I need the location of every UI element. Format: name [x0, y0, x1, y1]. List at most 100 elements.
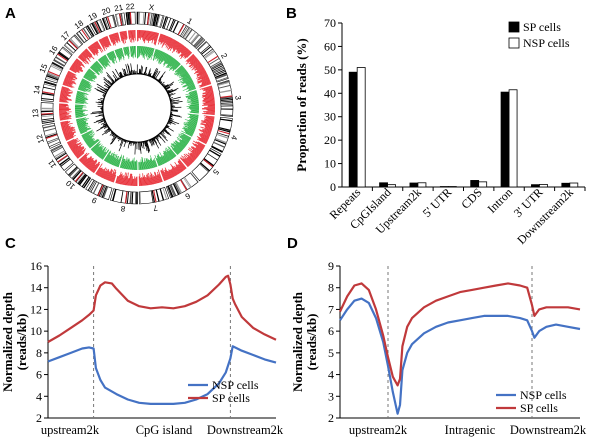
nsp-coverage-bar [100, 57, 108, 68]
difference-spike [146, 140, 151, 152]
nsp-coverage-bar [189, 92, 198, 96]
chromosome-band [201, 46, 212, 55]
sp-coverage-bar [138, 176, 140, 186]
sp-coverage-bar [128, 30, 130, 40]
difference-spike [100, 119, 106, 123]
sp-coverage-bar [187, 154, 195, 162]
nsp-coverage-bar [182, 81, 194, 87]
nsp-coverage-bar [163, 54, 170, 65]
sp-coverage-bar [59, 114, 67, 117]
nsp-coverage-bar [76, 94, 85, 98]
chromosome-band [43, 83, 56, 88]
nsp-coverage-bar [152, 160, 156, 168]
nsp-coverage-bar [180, 132, 192, 140]
chromosome-band [168, 19, 175, 31]
nsp-coverage-bar [187, 113, 199, 116]
nsp-coverage-bar [140, 46, 142, 54]
centromere-mark [220, 95, 233, 98]
nsp-coverage-bar [107, 155, 113, 164]
difference-spike [106, 75, 115, 84]
chromosome-band [172, 21, 179, 33]
difference-spike [90, 111, 104, 115]
nsp-coverage-bar [171, 143, 181, 153]
nsp-coverage-bar [147, 47, 151, 61]
sp-coverage-bar [202, 99, 215, 102]
legend-label: SP cells [520, 401, 558, 415]
chromosome-label: 9 [90, 195, 98, 205]
nsp-coverage-bar [190, 99, 199, 102]
difference-spike [142, 141, 145, 149]
sp-coverage-bar [60, 91, 70, 95]
sp-coverage-bar [174, 167, 179, 175]
sp-coverage-bar [202, 107, 215, 109]
nsp-coverage-bar [103, 55, 111, 67]
nsp-coverage-bar [75, 97, 88, 101]
nsp-coverage-bar [191, 110, 199, 112]
chromosome-band [151, 13, 155, 26]
nsp-coverage-bar [93, 63, 101, 71]
nsp-coverage-bar [189, 121, 198, 125]
bar-nsp [569, 182, 579, 188]
nsp-coverage-bar [169, 59, 176, 67]
nsp-coverage-bar [84, 73, 93, 80]
sp-coverage-bar [66, 138, 75, 144]
sp-coverage-bar [169, 169, 174, 178]
sp-coverage-bar [184, 158, 192, 165]
sp-coverage-bar [117, 174, 121, 184]
sp-coverage-bar [148, 172, 152, 185]
nsp-coverage-bar [176, 143, 184, 150]
nsp-coverage-bar [160, 53, 167, 64]
nsp-coverage-bar [161, 53, 168, 63]
difference-spike [96, 124, 108, 132]
sp-coverage-bar [197, 138, 207, 145]
sp-coverage-bar [203, 115, 215, 118]
difference-spike [119, 71, 123, 78]
difference-spike [102, 122, 107, 126]
nsp-coverage-bar [153, 159, 157, 168]
nsp-coverage-bar [188, 95, 198, 99]
sp-coverage-bar [160, 34, 164, 43]
sp-coverage-bar [205, 92, 214, 95]
sp-coverage-bar [153, 32, 158, 44]
sp-coverage-bar [204, 119, 214, 123]
nsp-coverage-bar [78, 88, 85, 92]
y-tick-label: 0 [330, 180, 336, 194]
sp-coverage-bar [60, 122, 70, 125]
sp-coverage-bar [192, 140, 205, 148]
sp-coverage-bar [62, 128, 74, 133]
sp-coverage-bar [61, 124, 70, 128]
sp-coverage-bar [156, 175, 160, 183]
nsp-coverage-bar [78, 125, 90, 131]
difference-spike [167, 89, 177, 95]
difference-spike [130, 141, 132, 147]
difference-spike [145, 72, 147, 76]
bar-nsp [447, 186, 457, 188]
difference-spike [163, 128, 167, 131]
difference-spike [96, 83, 109, 91]
sp-coverage-bar [203, 100, 215, 102]
sp-coverage-bar [203, 103, 215, 105]
nsp-coverage-bar [163, 150, 170, 162]
difference-spike [112, 75, 118, 81]
sp-coverage-bar [64, 79, 77, 85]
nsp-coverage-bar [149, 160, 153, 169]
chromosome-band [41, 118, 54, 121]
sp-coverage-bar [174, 165, 180, 174]
nsp-coverage-bar [85, 72, 96, 80]
sp-coverage-bar [89, 161, 98, 171]
sp-coverage-bar [115, 175, 119, 184]
nsp-coverage-bar [78, 87, 91, 93]
chromosome-band [210, 60, 222, 68]
sp-coverage-bar [70, 66, 81, 73]
chromosome-band [167, 185, 174, 198]
sp-coverage-bar [148, 31, 152, 41]
nsp-coverage-bar [132, 160, 134, 170]
sp-coverage-bar [84, 49, 92, 58]
chromosome-segment [44, 61, 64, 84]
difference-spike [129, 141, 131, 145]
nsp-coverage-bar [145, 46, 148, 56]
chromosome-band [92, 22, 100, 34]
nsp-coverage-bar [157, 51, 163, 61]
sp-coverage-bar [204, 116, 215, 120]
sp-coverage-bar [59, 98, 72, 101]
